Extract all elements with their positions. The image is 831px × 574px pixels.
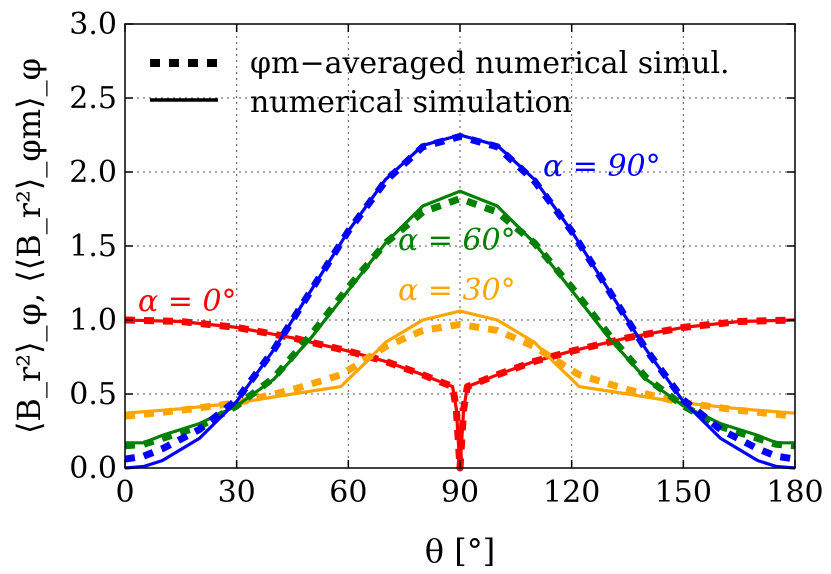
series-layer (124, 133, 796, 472)
series-averaged-alpha-30 (124, 320, 796, 420)
y-axis-title: ⟨B_r²⟩_φ, ⟨⟨B_r²⟩_φm⟩_φ (10, 58, 48, 434)
y-tick-label: 2.0 (69, 155, 117, 190)
y-tick-label: 3.0 (69, 7, 117, 42)
legend-label-averaged: φm−averaged numerical simul. (250, 46, 730, 81)
legend-label-simulation: numerical simulation (250, 85, 572, 120)
x-axis-title: θ [°] (425, 532, 495, 570)
x-tick-label: 30 (218, 475, 256, 510)
series-simulation-alpha-90 (124, 133, 796, 470)
annotation-alpha-30: α = 30° (398, 273, 516, 308)
ticks (124, 23, 796, 469)
y-tick-label: 0.0 (69, 451, 117, 486)
annotation-alpha-60: α = 60° (398, 223, 516, 258)
series-simulation-alpha-30 (124, 309, 796, 415)
legend: φm−averaged numerical simul. numerical s… (150, 46, 730, 120)
y-tick-label: 2.5 (69, 81, 117, 116)
annotation-alpha-0: α = 0° (138, 284, 237, 319)
x-tick-label: 150 (655, 475, 712, 510)
x-tick-label: 90 (441, 475, 479, 510)
y-tick-label: 0.5 (69, 377, 117, 412)
x-tick-label: 60 (329, 475, 367, 510)
tick-labels: 0 30 60 90 120 150 180 0.0 0.5 1.0 1.5 2.0 2.5 3.0 (69, 7, 823, 510)
x-tick-label: 0 (115, 475, 134, 510)
x-tick-label: 120 (543, 475, 600, 510)
y-tick-label: 1.5 (69, 229, 117, 264)
series-averaged-alpha-60 (124, 195, 796, 450)
y-tick-label: 1.0 (69, 303, 117, 338)
annotation-alpha-90: α = 90° (543, 149, 661, 184)
x-tick-label: 180 (766, 475, 823, 510)
